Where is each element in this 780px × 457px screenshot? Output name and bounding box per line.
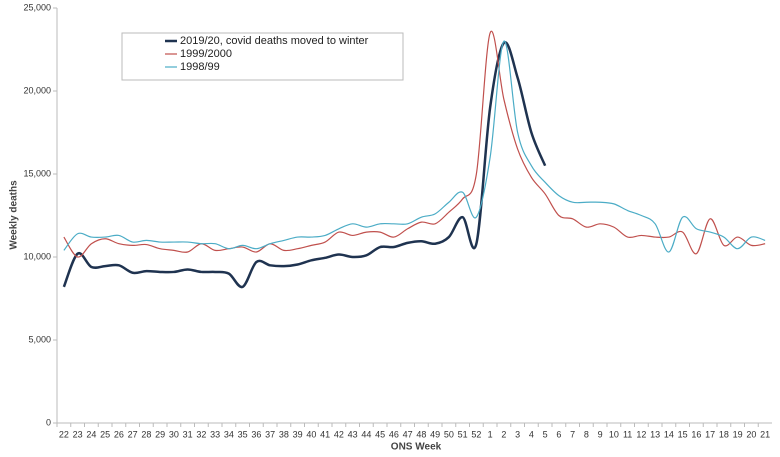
x-tick-label: 49 [430, 429, 440, 439]
x-tick-label: 8 [584, 429, 589, 439]
series-line [63, 30, 766, 258]
y-axis-title: Weekly deaths [9, 180, 20, 250]
x-tick-label: 4 [529, 429, 534, 439]
x-tick-label: 11 [623, 429, 632, 439]
x-tick-label: 33 [210, 429, 220, 439]
x-tick-label: 43 [348, 429, 358, 439]
y-tick-label: 15,000 [23, 168, 51, 178]
x-tick-label: 27 [128, 429, 138, 439]
x-tick-label: 45 [375, 429, 385, 439]
x-tick-label: 52 [471, 429, 481, 439]
x-tick-label: 7 [570, 429, 575, 439]
legend-label: 1999/2000 [180, 48, 232, 60]
x-tick-label: 18 [719, 429, 729, 439]
x-tick-label: 44 [361, 429, 371, 439]
x-tick-label: 9 [598, 429, 603, 439]
x-tick-label: 3 [515, 429, 520, 439]
x-tick-label: 32 [196, 429, 206, 439]
x-tick-label: 50 [444, 429, 454, 439]
x-tick-label: 37 [265, 429, 275, 439]
x-tick-label: 21 [760, 429, 770, 439]
series-line [63, 40, 766, 253]
x-tick-label: 15 [678, 429, 688, 439]
x-tick-label: 13 [650, 429, 660, 439]
x-tick-label: 5 [543, 429, 548, 439]
x-tick-label: 48 [416, 429, 426, 439]
y-tick-label: 10,000 [23, 251, 51, 261]
x-tick-label: 23 [73, 429, 83, 439]
x-tick-label: 24 [86, 429, 96, 439]
x-tick-label: 16 [691, 429, 701, 439]
x-tick-label: 12 [636, 429, 646, 439]
x-tick-label: 36 [251, 429, 261, 439]
x-tick-label: 25 [100, 429, 110, 439]
x-tick-label: 31 [183, 429, 193, 439]
x-tick-label: 39 [293, 429, 303, 439]
x-tick-label: 51 [458, 429, 468, 439]
x-tick-label: 46 [389, 429, 399, 439]
y-tick-label: 25,000 [23, 2, 51, 12]
x-tick-label: 2 [501, 429, 506, 439]
x-tick-label: 47 [403, 429, 413, 439]
x-tick-label: 26 [114, 429, 124, 439]
x-axis-title: ONS Week [391, 442, 442, 453]
x-tick-label: 35 [238, 429, 248, 439]
y-tick-label: 5,000 [28, 334, 51, 344]
x-tick-label: 40 [306, 429, 316, 439]
x-tick-label: 20 [746, 429, 756, 439]
y-tick-label: 20,000 [23, 85, 51, 95]
x-tick-label: 19 [733, 429, 743, 439]
x-tick-label: 6 [556, 429, 561, 439]
x-tick-label: 38 [279, 429, 289, 439]
x-tick-label: 34 [224, 429, 234, 439]
x-tick-label: 42 [334, 429, 344, 439]
x-tick-label: 1 [488, 429, 493, 439]
x-tick-label: 10 [609, 429, 619, 439]
legend-label: 2019/20, covid deaths moved to winter [180, 35, 369, 47]
x-tick-label: 28 [141, 429, 151, 439]
x-tick-label: 29 [155, 429, 165, 439]
x-tick-label: 14 [664, 429, 674, 439]
x-tick-label: 30 [169, 429, 179, 439]
x-tick-label: 41 [320, 429, 330, 439]
y-tick-label: 0 [46, 417, 51, 427]
legend-label: 1998/99 [180, 61, 220, 73]
x-tick-label: 17 [705, 429, 715, 439]
x-tick-label: 22 [59, 429, 69, 439]
series-line [62, 41, 547, 289]
